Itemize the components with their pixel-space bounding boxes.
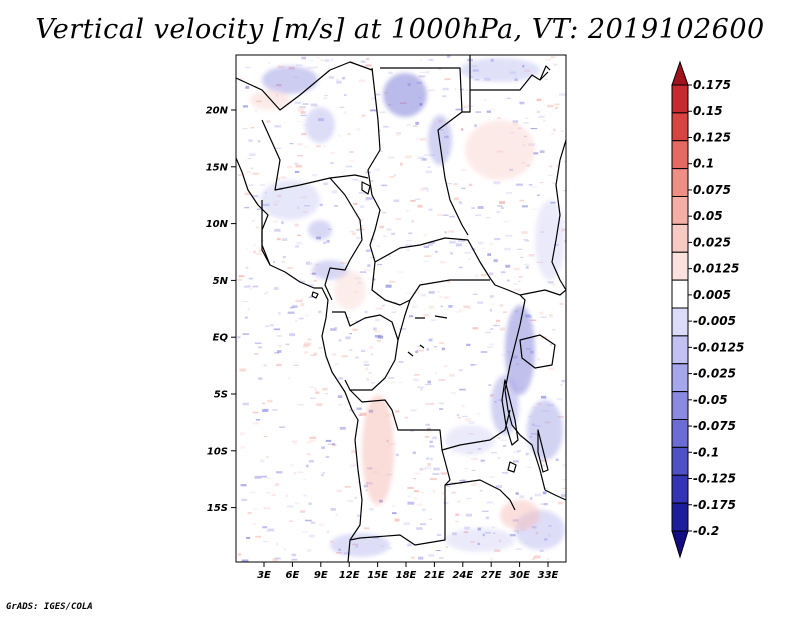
lat-tick-label: 15N	[206, 162, 229, 173]
lon-tick-label: 21E	[424, 570, 445, 581]
island-bioko	[311, 291, 319, 299]
longitude-axis: 3E 6E 9E 12E 15E 18E 21E 24E 27E 30E 33E	[257, 562, 559, 581]
colorbar-label: -0.2	[693, 524, 719, 538]
lon-tick-label: 30E	[509, 570, 530, 581]
lake-malawi	[537, 429, 549, 473]
colorbar-label: 0.05	[693, 209, 723, 223]
lat-tick-label: EQ	[213, 333, 229, 344]
colorbar-label: -0.05	[693, 393, 728, 407]
border-congo	[332, 311, 399, 391]
colorbar-segment	[671, 419, 689, 448]
border-east	[519, 289, 566, 296]
border-nigeria	[261, 200, 271, 266]
colorbar-label: 0.15	[693, 104, 723, 118]
velocity-field	[236, 55, 566, 562]
border-niger	[261, 119, 369, 191]
lat-tick-label: 10S	[207, 446, 228, 457]
lon-tick-label: 12E	[339, 570, 360, 581]
lat-tick-label: 20N	[206, 106, 229, 117]
colorbar-segment	[671, 391, 689, 420]
map-frame	[235, 54, 567, 563]
lon-tick-label: 24E	[452, 570, 473, 581]
colorbar-segment	[671, 307, 689, 337]
colorbar-segment	[671, 223, 689, 253]
colorbar-label: -0.1	[693, 445, 719, 459]
colorbar-segment	[671, 168, 689, 197]
lon-tick-label: 15E	[367, 570, 388, 581]
lake-chad	[361, 181, 371, 195]
lon-tick-label: 6E	[286, 570, 300, 581]
lon-tick-label: 9E	[314, 570, 328, 581]
country-borders	[236, 55, 566, 562]
border-chad	[367, 67, 381, 246]
colorbar-label: 0.005	[693, 288, 731, 302]
border-angola	[349, 389, 451, 546]
border-car	[369, 237, 496, 286]
colorbar-label: 0.175	[693, 78, 731, 92]
lake-victoria	[519, 334, 556, 369]
colorbar-segment	[671, 446, 689, 476]
lon-tick-label: 27E	[481, 570, 502, 581]
colorbar-label: 0.075	[693, 183, 731, 197]
border-zambia-south	[444, 479, 516, 511]
border-drc-east	[494, 284, 546, 491]
lon-tick-label: 18E	[396, 570, 417, 581]
colorbar: 0.175 0.15 0.125 0.1 0.075 0.05 0.025 0.0125 0.0…	[671, 60, 744, 559]
grads-credit: GrADS: IGES/COLA	[6, 602, 93, 612]
colorbar-label: -0.025	[693, 367, 736, 381]
chart-title: Vertical velocity [m/s] at 1000hPa, VT: …	[35, 14, 765, 45]
latitude-axis: 20N 15N 10N 5N EQ 5S 10S 15S	[206, 106, 236, 514]
congo-river-segments	[407, 315, 448, 357]
colorbar-segment	[671, 363, 689, 393]
lon-tick-label: 3E	[257, 570, 271, 581]
colorbar-label: 0.125	[693, 130, 731, 144]
colorbar-segment	[671, 251, 689, 281]
colorbar-segment	[671, 140, 689, 170]
coast-red-sea	[539, 65, 551, 81]
lat-tick-label: 5N	[213, 276, 229, 287]
colorbar-label: -0.005	[693, 314, 736, 328]
colorbar-cap-bottom	[671, 530, 689, 559]
lake-tanganyika	[501, 379, 519, 446]
lat-tick-label: 15S	[207, 503, 228, 514]
colorbar-label: -0.0125	[693, 340, 744, 354]
colorbar-segment	[671, 279, 689, 309]
colorbar-segment	[671, 112, 689, 142]
colorbar-cap-top	[671, 60, 689, 86]
lat-tick-label: 10N	[206, 219, 229, 230]
coastline-west	[236, 157, 363, 562]
colorbar-label: -0.125	[693, 472, 736, 486]
lon-tick-label: 33E	[538, 570, 559, 581]
lake-mweru	[507, 461, 517, 473]
colorbar-segment	[671, 84, 689, 114]
border-tanzania	[544, 489, 566, 501]
colorbar-label: -0.075	[693, 419, 736, 433]
lat-tick-label: 5S	[214, 390, 228, 401]
border-zambia	[441, 409, 511, 451]
border-drc	[397, 299, 411, 341]
border-car-south	[371, 261, 490, 306]
colorbar-label: 0.0125	[693, 262, 739, 276]
border-sudan	[380, 67, 469, 236]
colorbar-label: 0.1	[693, 157, 714, 171]
border-cameroon	[324, 177, 363, 301]
coastline-east	[551, 139, 566, 291]
border-sudan-east	[470, 71, 549, 91]
colorbar-segment	[671, 474, 689, 504]
border-egypt	[462, 55, 471, 113]
colorbar-label: 0.025	[693, 235, 731, 249]
border-north	[236, 61, 373, 111]
colorbar-segment	[671, 196, 689, 225]
colorbar-label: -0.175	[693, 498, 736, 512]
colorbar-segment	[671, 502, 689, 532]
colorbar-segment	[671, 335, 689, 365]
